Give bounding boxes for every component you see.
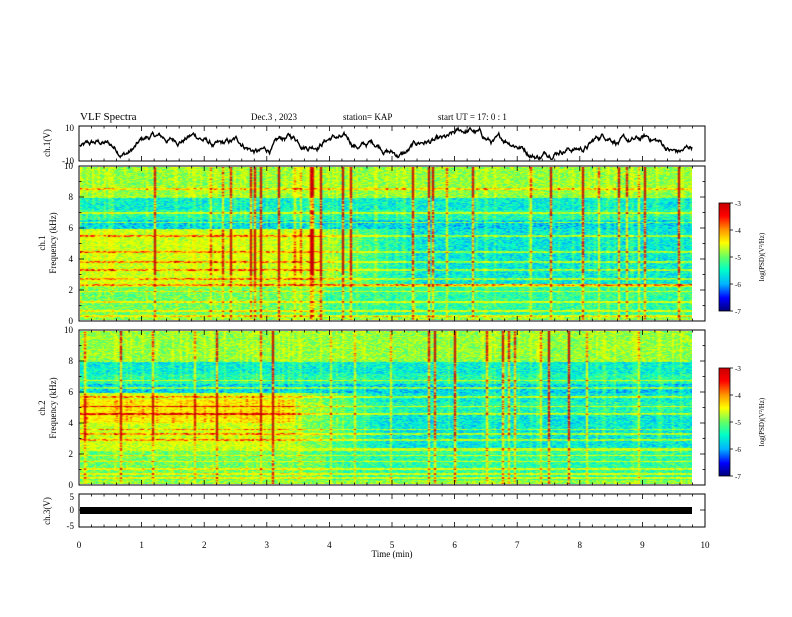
time-tick-label: 9 <box>640 540 645 550</box>
ch3-ytick-mid: 0 <box>70 505 75 515</box>
colorbar-tick-label: -5 <box>735 254 741 262</box>
ch1-colorbar-gradient <box>718 202 731 312</box>
time-tick-label: 2 <box>202 540 207 550</box>
ch1-waveform-panel: 10 -10 ch.1(V) <box>42 123 706 166</box>
ch2-channel-label: ch.2 <box>37 400 47 415</box>
freq-tick-label: 8 <box>69 356 74 366</box>
colorbar-tick-label: -3 <box>735 365 741 373</box>
time-tick-label: 4 <box>327 540 332 550</box>
time-tick-label: 6 <box>452 540 457 550</box>
ch3-ytick-bottom: -5 <box>67 521 75 531</box>
freq-tick-label: 6 <box>69 387 74 397</box>
colorbar-tick-label: -4 <box>735 227 741 235</box>
ch1-waveform-trace <box>79 126 693 161</box>
ch1-frequency-ticks: 0 2 4 6 8 10 <box>64 161 705 326</box>
ch3-trace <box>80 507 692 514</box>
ch2-frequency-label: Frequency (kHz) <box>48 377 58 438</box>
ch1-frequency-label: Frequency (kHz) <box>48 212 58 273</box>
colorbar-tick-label: -7 <box>735 473 741 481</box>
colorbar-tick-label: -4 <box>735 392 741 400</box>
ch1-ytick-bottom: -10 <box>62 156 74 166</box>
time-tick-label: 3 <box>265 540 270 550</box>
ch2-colorbar: -3 -4 -5 -6 -7 log(PSD)(V²/Hz) <box>718 365 766 481</box>
time-tick-label: 1 <box>139 540 144 550</box>
freq-tick-label: 6 <box>69 223 74 233</box>
ch3-ytick-top: 5 <box>70 492 75 502</box>
ch2-colorbar-gradient <box>718 367 731 477</box>
time-tick-label: 5 <box>390 540 395 550</box>
colorbar-tick-label: -7 <box>735 308 741 316</box>
station-label: station= KAP <box>343 112 393 122</box>
ch2-colorbar-ticks: -3 -4 -5 -6 -7 <box>730 365 741 481</box>
time-axis-label: Time (min) <box>372 549 413 559</box>
time-tick-label: 7 <box>515 540 520 550</box>
freq-tick-label: 10 <box>64 161 74 171</box>
ch1-spectrogram-image <box>80 167 692 320</box>
ch2-colorbar-label: log(PSD)(V²/Hz) <box>758 397 766 446</box>
freq-tick-label: 0 <box>69 480 74 490</box>
freq-tick-label: 4 <box>69 418 74 428</box>
ch2-spectrogram-image <box>80 331 692 484</box>
colorbar-tick-label: -5 <box>735 419 741 427</box>
ch3-panel: 5 0 -5 ch.3(V) <box>42 492 706 531</box>
ch3-ylabel: ch.3(V) <box>42 497 52 525</box>
ch1-spectrogram-panel: 0 2 4 6 8 10 ch.1 Frequency (kHz) <box>37 161 706 326</box>
ch1-waveform-frame <box>78 125 706 162</box>
figure-title: VLF Spectra <box>80 111 137 123</box>
ch1-channel-label: ch.1 <box>37 235 47 250</box>
time-tick-label: 10 <box>701 540 711 550</box>
date-label: Dec.3 , 2023 <box>251 112 297 122</box>
ch1-waveform-ylabel: ch.1(V) <box>42 129 52 157</box>
colorbar-tick-label: -6 <box>735 281 741 289</box>
ch2-spectrogram-panel: 0 2 4 6 8 10 ch.2 Frequency (kHz) <box>37 325 706 490</box>
colorbar-tick-label: -3 <box>735 200 741 208</box>
time-axis-ticks: 0 1 2 3 4 5 6 7 8 9 10 <box>77 540 710 550</box>
start-time-label: start UT = 17: 0 : 1 <box>438 112 507 122</box>
time-tick-label: 0 <box>77 540 82 550</box>
freq-tick-label: 8 <box>69 192 74 202</box>
ch1-ytick-top: 10 <box>65 123 75 133</box>
freq-tick-label: 2 <box>69 285 74 295</box>
time-tick-label: 8 <box>578 540 583 550</box>
ch1-colorbar-ticks: -3 -4 -5 -6 -7 <box>730 200 741 316</box>
freq-tick-label: 10 <box>64 325 74 335</box>
ch2-frequency-ticks: 0 2 4 6 8 10 <box>64 325 705 490</box>
freq-tick-label: 4 <box>69 254 74 264</box>
ch1-colorbar: -3 -4 -5 -6 -7 log(PSD)(V²/Hz) <box>718 200 766 316</box>
freq-tick-label: 2 <box>69 449 74 459</box>
freq-tick-label: 0 <box>69 316 74 326</box>
colorbar-tick-label: -6 <box>735 446 741 454</box>
ch1-colorbar-label: log(PSD)(V²/Hz) <box>758 232 766 281</box>
